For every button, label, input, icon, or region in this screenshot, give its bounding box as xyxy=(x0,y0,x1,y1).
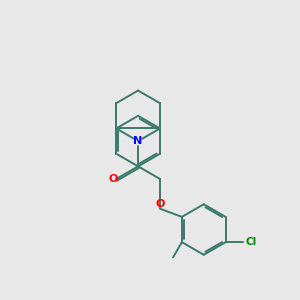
Text: O: O xyxy=(109,174,118,184)
Text: O: O xyxy=(155,199,165,209)
Text: Cl: Cl xyxy=(245,237,256,247)
Text: N: N xyxy=(134,136,143,146)
